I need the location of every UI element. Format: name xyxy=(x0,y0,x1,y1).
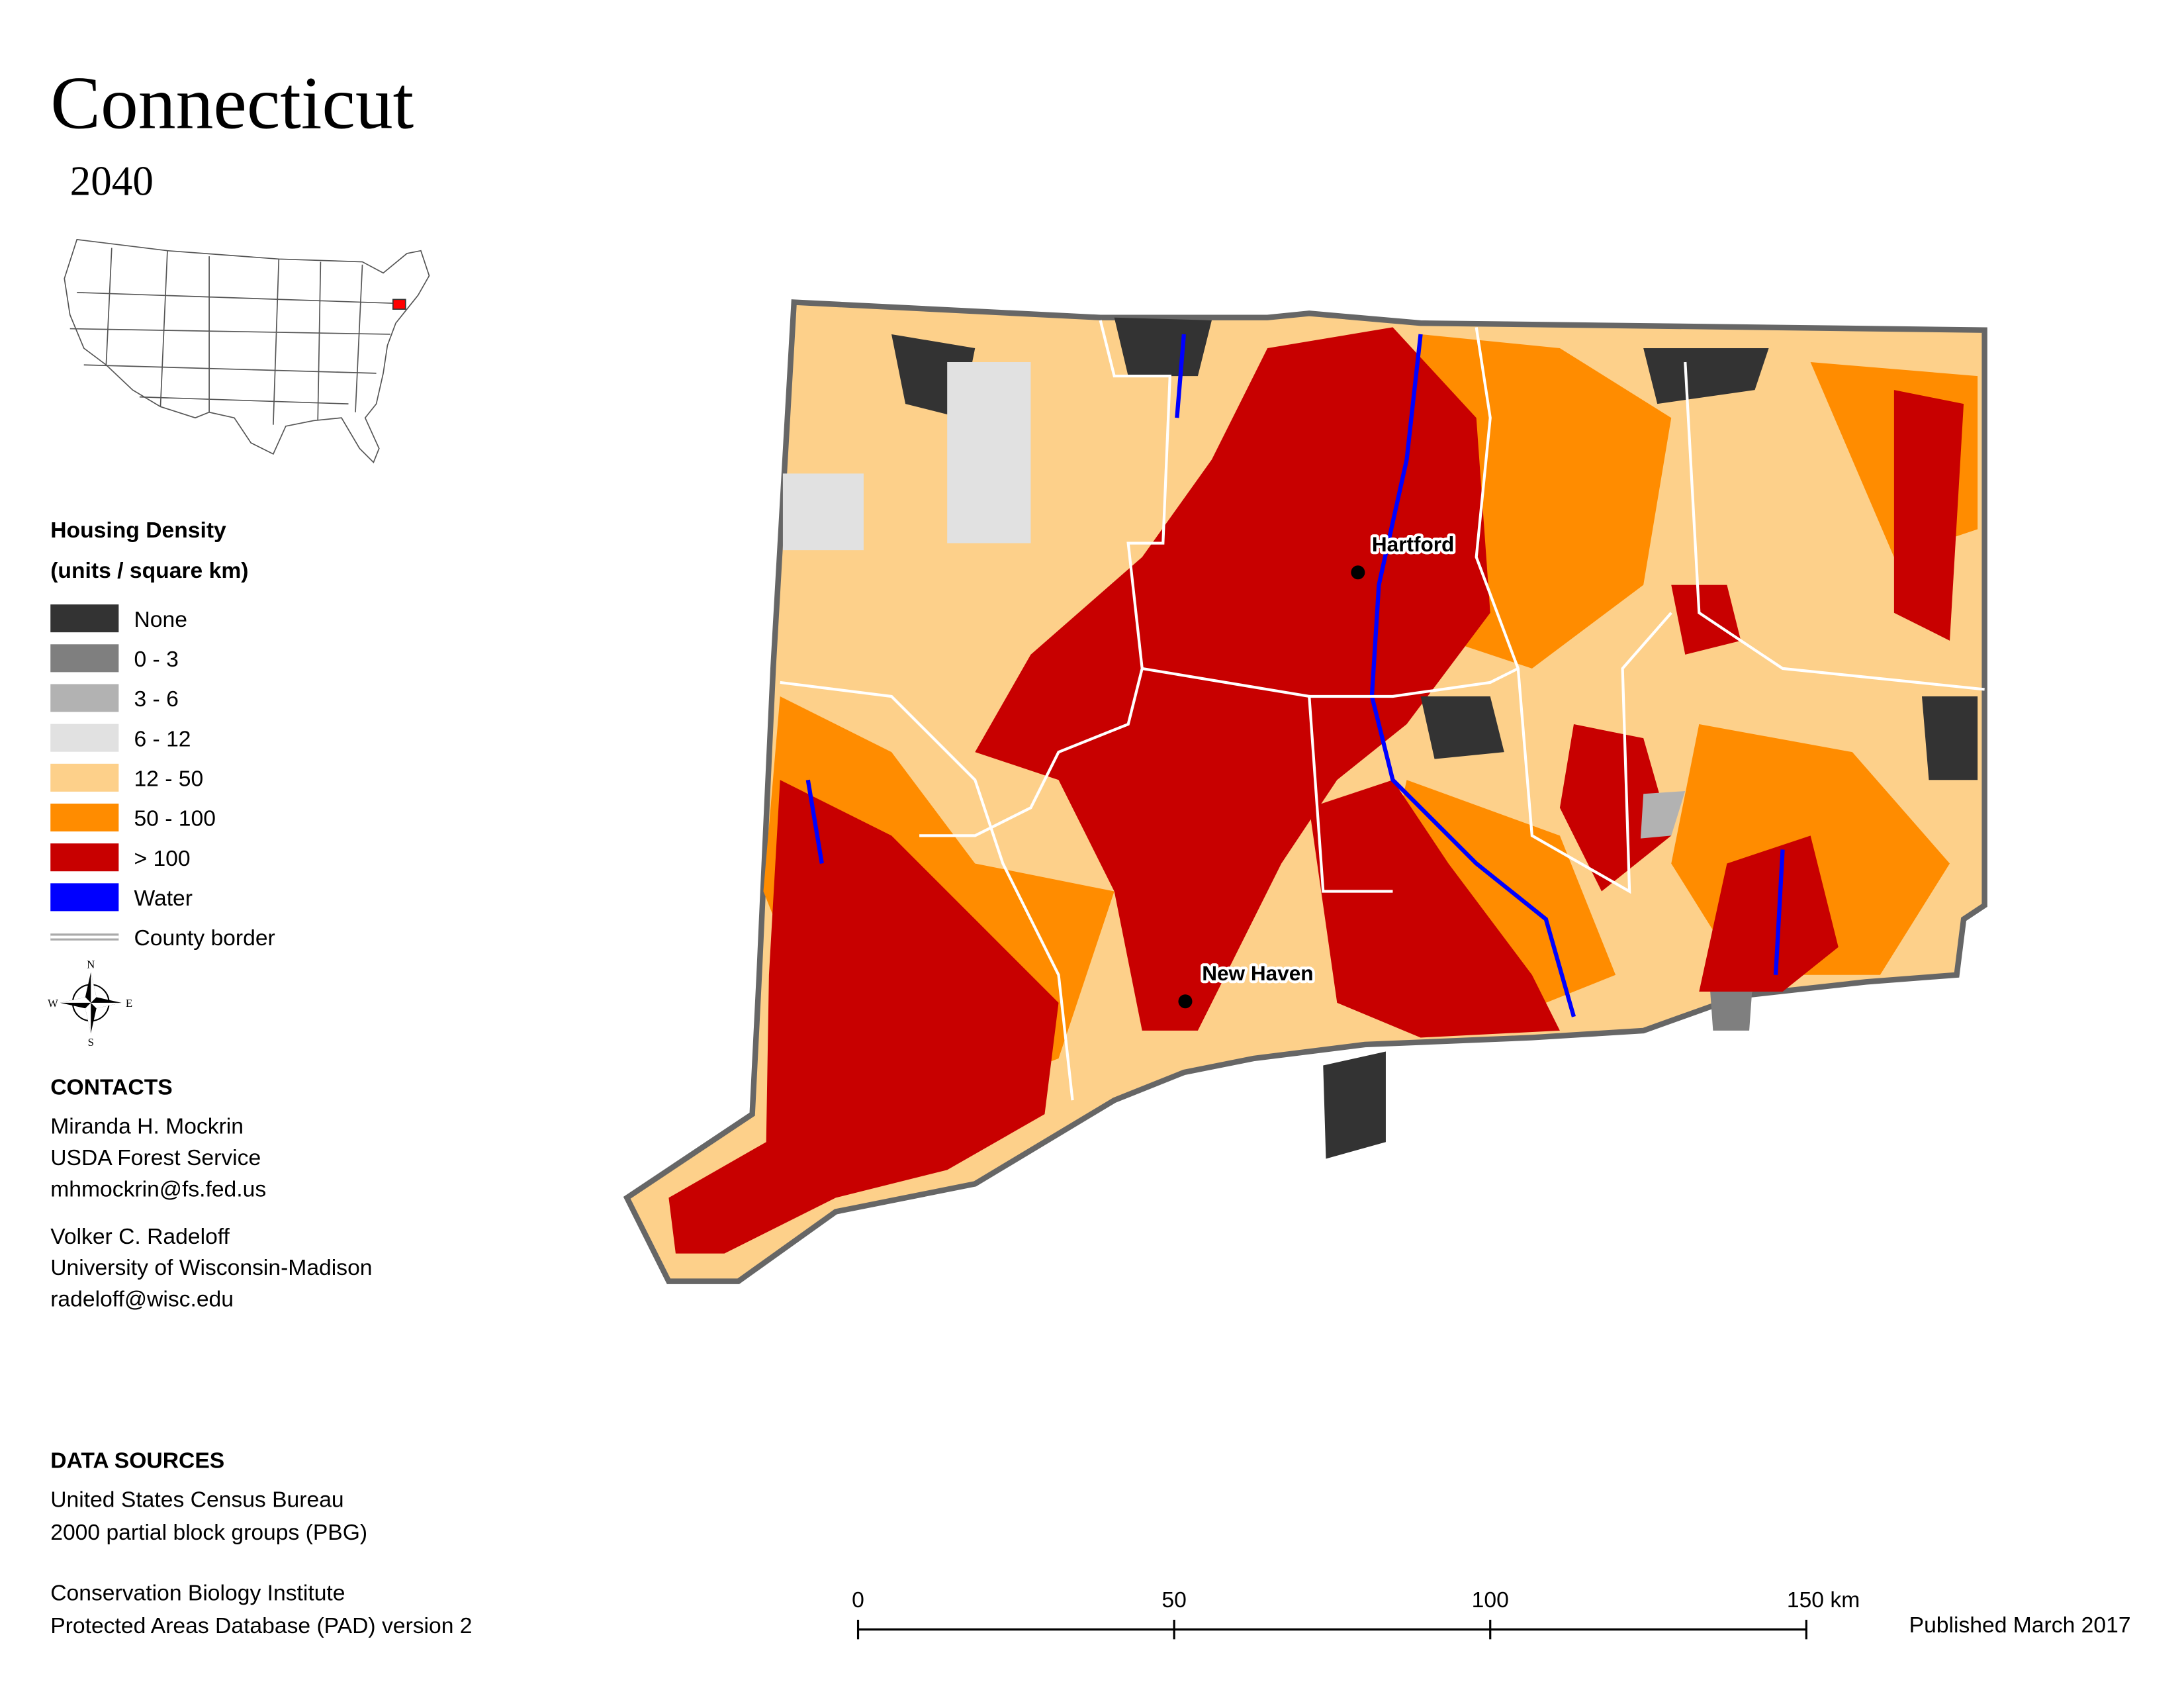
contact-line: Volker C. Radeloff xyxy=(50,1225,230,1249)
state-map: Hartford New Haven xyxy=(623,299,1987,1284)
compass-w: W xyxy=(48,997,58,1009)
legend-swatch xyxy=(50,763,119,792)
legend-label: None xyxy=(134,608,187,632)
compass-n: N xyxy=(87,958,95,970)
compass: N E S W xyxy=(48,958,132,1049)
legend-swatch xyxy=(50,724,119,752)
sources-heading: DATA SOURCES xyxy=(50,1449,224,1474)
contacts-heading: CONTACTS xyxy=(50,1076,172,1100)
contacts: Miranda H. Mockrin USDA Forest Service mhm… xyxy=(50,1115,372,1312)
contact-line: University of Wisconsin-Madison xyxy=(50,1256,372,1280)
legend-label: 6 - 12 xyxy=(134,727,191,751)
compass-s: S xyxy=(88,1036,94,1049)
legend-swatch xyxy=(50,883,119,912)
legend-label: 3 - 6 xyxy=(134,687,178,712)
legend-label: Water xyxy=(134,886,193,911)
scale-label: 150 km xyxy=(1787,1588,1860,1613)
scale-label: 100 xyxy=(1472,1588,1509,1613)
subtitle: 2040 xyxy=(70,158,154,205)
city-label: Hartford xyxy=(1372,532,1454,556)
legend-label: 0 - 3 xyxy=(134,647,178,672)
city-label: New Haven xyxy=(1202,961,1313,985)
source-line: Conservation Biology Institute xyxy=(50,1581,345,1605)
legend-swatch xyxy=(50,604,119,633)
legend-units: (units / square km) xyxy=(50,559,248,583)
source-line: 2000 partial block groups (PBG) xyxy=(50,1521,367,1545)
contact-line: Miranda H. Mockrin xyxy=(50,1115,244,1139)
source-line: Protected Areas Database (PAD) version 2 xyxy=(50,1614,472,1638)
compass-e: E xyxy=(126,997,132,1009)
published: Published March 2017 xyxy=(1909,1613,2131,1638)
data-sources: United States Census Bureau 2000 partial … xyxy=(50,1487,472,1638)
scale-bar xyxy=(856,1619,1807,1640)
legend-swatch xyxy=(50,684,119,712)
legend-label: 50 - 100 xyxy=(134,807,216,831)
source-line: United States Census Bureau xyxy=(50,1487,343,1512)
us-inset xyxy=(64,238,430,464)
legend-swatch xyxy=(50,843,119,872)
legend-label: 12 - 50 xyxy=(134,767,203,791)
legend-swatch xyxy=(50,803,119,832)
legend-label: > 100 xyxy=(134,847,190,871)
legend-swatch xyxy=(50,644,119,673)
legend: None 0 - 3 3 - 6 6 - 12 12 - 50 50 - 100 > 100… xyxy=(50,604,275,951)
contact-line: USDA Forest Service xyxy=(50,1146,261,1170)
legend-title: Housing Density xyxy=(50,518,226,543)
contact-line: radeloff@wisc.edu xyxy=(50,1288,234,1312)
scale-label: 0 xyxy=(852,1588,864,1613)
scale-label: 50 xyxy=(1161,1588,1186,1613)
contact-line: mhmockrin@fs.fed.us xyxy=(50,1177,266,1201)
title: Connecticut xyxy=(50,62,414,145)
legend-label: County border xyxy=(134,926,275,951)
